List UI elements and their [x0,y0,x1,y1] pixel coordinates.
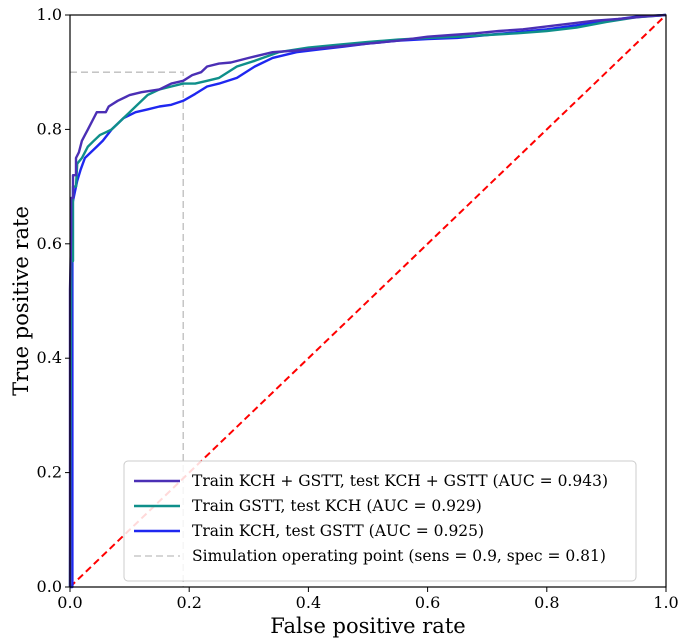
x-tick-label: 0.0 [57,593,82,612]
legend-items: Train KCH + GSTT, test KCH + GSTT (AUC =… [134,472,608,565]
legend-label-4: Simulation operating point (sens = 0.9, … [192,547,606,565]
y-tick-label: 0.4 [37,348,62,367]
y-tick-label: 0.0 [37,577,62,596]
x-tick-label: 0.8 [534,593,559,612]
x-tick-label: 0.4 [296,593,321,612]
y-tick-label: 1.0 [37,5,62,24]
legend-label-3: Train KCH, test GSTT (AUC = 0.925) [192,522,484,540]
x-tick-label: 0.2 [176,593,201,612]
y-axis-label: True positive rate [9,206,33,396]
series-line-1 [68,13,667,587]
plot-frame [69,14,667,588]
x-axis-label: False positive rate [270,614,465,638]
x-tick-label: 1.0 [653,593,678,612]
y-tick-label: 0.2 [37,463,62,482]
series-line-2 [68,13,667,588]
legend-label-1: Train KCH + GSTT, test KCH + GSTT (AUC =… [192,472,608,490]
legend-label-2: Train GSTT, test KCH (AUC = 0.929) [192,497,482,515]
y-tick-label: 0.8 [37,119,62,138]
series-line-operating-point [70,71,184,587]
x-tick-label: 0.6 [415,593,440,612]
ticks-layer: 0.0 0.2 0.4 0.6 0.8 1.0 0.0 0.2 0.4 0.6 0.8 1.0 [37,5,679,612]
legend-box [123,460,637,582]
y-tick-label: 0.6 [37,234,62,253]
legend: Train KCH + GSTT, test KCH + GSTT (AUC =… [123,460,637,582]
